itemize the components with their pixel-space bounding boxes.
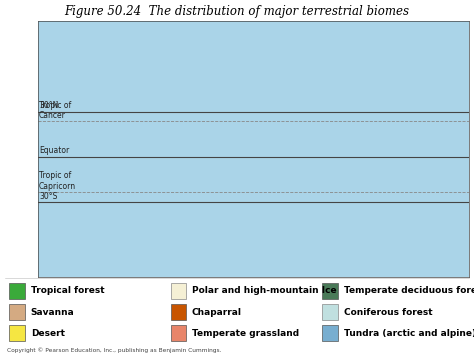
Text: Polar and high-mountain Ice: Polar and high-mountain Ice — [192, 286, 337, 295]
Text: Temperate deciduous forest: Temperate deciduous forest — [344, 286, 474, 295]
Bar — [9, 325, 25, 341]
Bar — [171, 283, 186, 299]
Text: Equator: Equator — [39, 146, 69, 155]
Text: Copyright © Pearson Education, Inc., publishing as Benjamin Cummings.: Copyright © Pearson Education, Inc., pub… — [7, 347, 222, 353]
Text: Tropical forest: Tropical forest — [31, 286, 104, 295]
Text: Figure 50.24  The distribution of major terrestrial biomes: Figure 50.24 The distribution of major t… — [64, 5, 410, 18]
Text: 30°N: 30°N — [39, 101, 58, 110]
Bar — [322, 283, 338, 299]
Text: Savanna: Savanna — [31, 307, 74, 317]
Bar — [9, 283, 25, 299]
Text: Tropic of
Cancer: Tropic of Cancer — [39, 101, 72, 120]
Bar — [322, 325, 338, 341]
Text: 30°S: 30°S — [39, 191, 57, 201]
Text: Desert: Desert — [31, 329, 65, 338]
Bar — [171, 304, 186, 320]
Text: Tundra (arctic and alpine): Tundra (arctic and alpine) — [344, 329, 474, 338]
Bar — [9, 304, 25, 320]
Text: Coniferous forest: Coniferous forest — [344, 307, 432, 317]
Text: Chaparral: Chaparral — [192, 307, 242, 317]
Bar — [171, 325, 186, 341]
Bar — [322, 304, 338, 320]
Text: Temperate grassland: Temperate grassland — [192, 329, 299, 338]
Text: Tropic of
Capricorn: Tropic of Capricorn — [39, 171, 76, 191]
